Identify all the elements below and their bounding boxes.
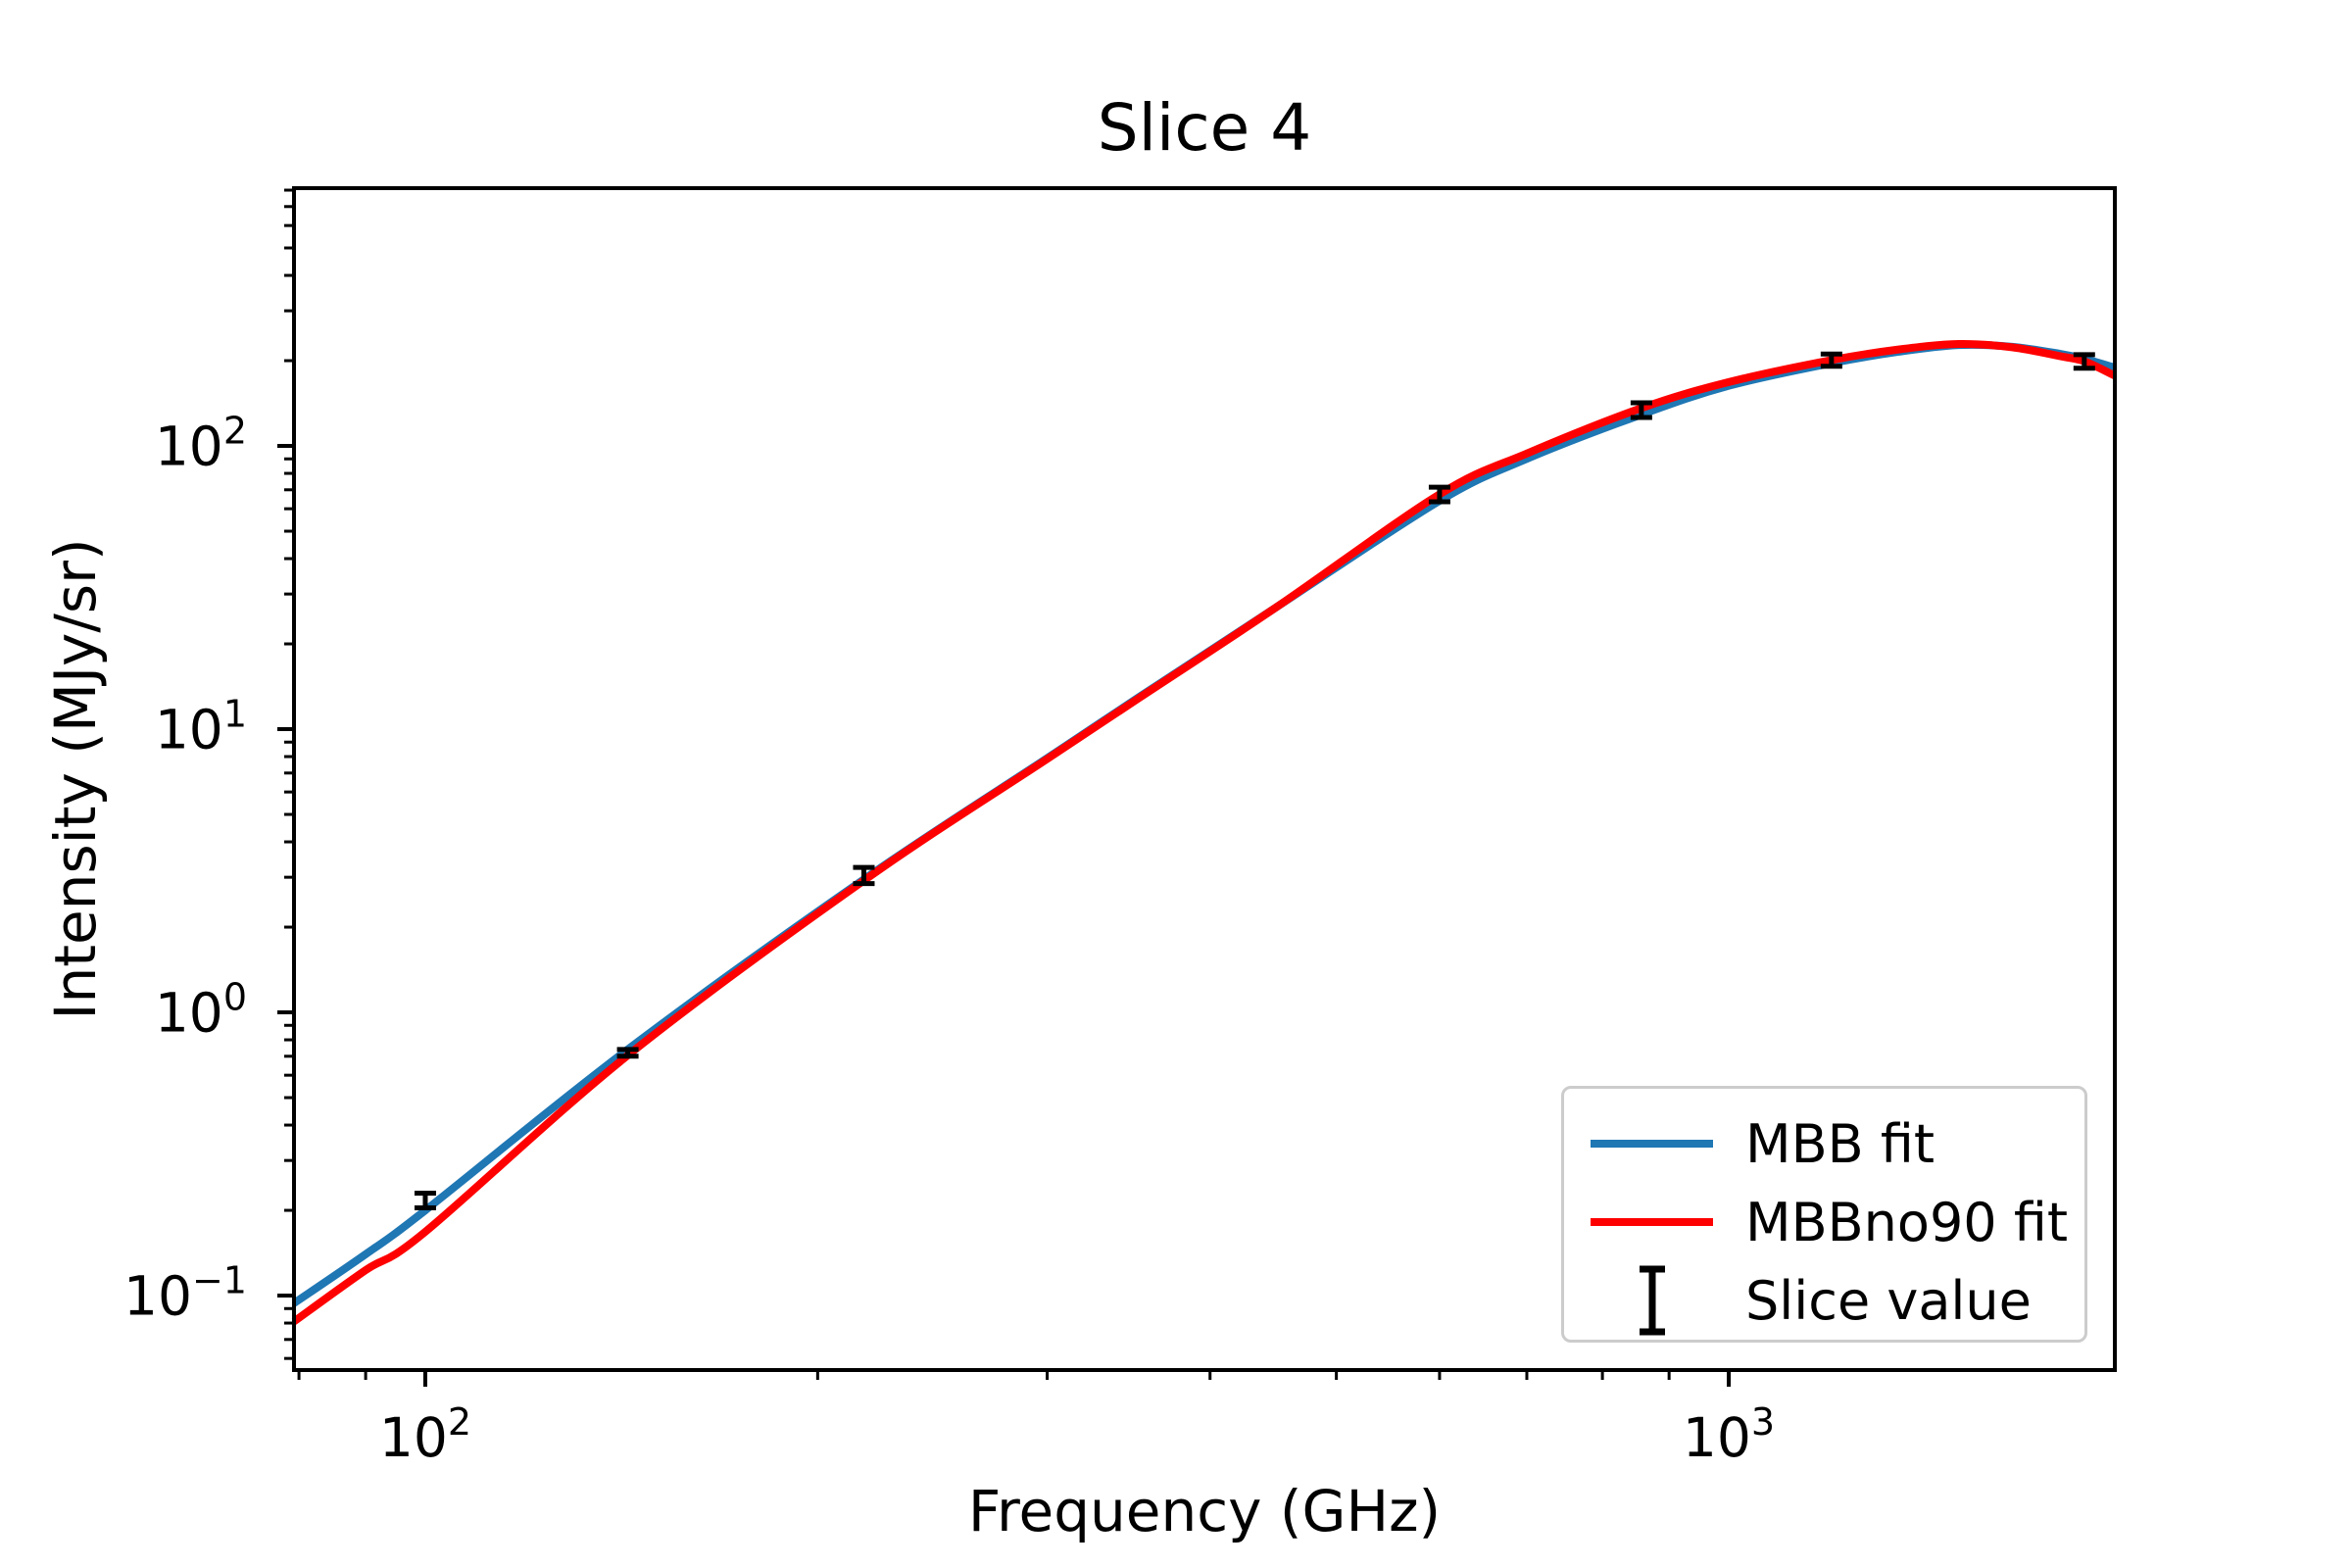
chart-title: Slice 4 xyxy=(1097,90,1312,166)
errorbar-glyph xyxy=(1591,1265,1713,1336)
y-tick-label: 102 xyxy=(154,409,247,478)
legend-label: Slice value xyxy=(1745,1269,2032,1332)
x-tick-label: 103 xyxy=(1682,1400,1776,1469)
legend-item-mbb-fit: MBB fit xyxy=(1564,1104,2084,1183)
mbbno90-fit-line-swatch xyxy=(1591,1218,1713,1226)
y-tick-label: 101 xyxy=(154,692,247,761)
y-tick-label: 10−1 xyxy=(122,1258,247,1328)
legend-label: MBB fit xyxy=(1745,1112,1936,1175)
legend: MBB fit MBBno90 fit Slice value xyxy=(1561,1086,2087,1343)
x-axis-label: Frequency (GHz) xyxy=(967,1478,1442,1544)
mbb-fit-line-swatch xyxy=(1591,1140,1713,1148)
y-tick-label: 100 xyxy=(154,975,247,1045)
legend-label: MBBno90 fit xyxy=(1745,1191,2069,1253)
legend-item-mbbno90-fit: MBBno90 fit xyxy=(1564,1183,2084,1261)
y-axis-label: Intensity (MJy/sr) xyxy=(42,538,109,1020)
legend-line-sample-blue xyxy=(1591,1140,1713,1148)
legend-item-slice-value: Slice value xyxy=(1564,1261,2084,1340)
curve-mbbno90-fit xyxy=(291,339,2117,1325)
x-tick-label: 102 xyxy=(378,1400,472,1469)
legend-line-sample-red xyxy=(1591,1218,1713,1226)
axes-frame xyxy=(292,186,2117,1372)
